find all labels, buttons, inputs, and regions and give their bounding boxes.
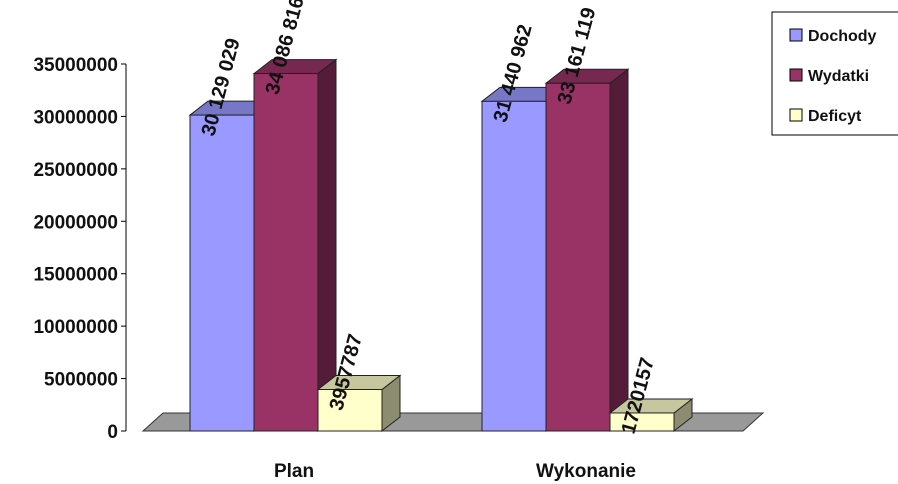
legend-item-dochody: Dochody (789, 28, 877, 45)
y-tick-label: 0 (107, 422, 118, 443)
bar-wydatki-plan (252, 58, 338, 433)
y-axis: 0 5000000 10000000 15000000 20000000 25000000… (33, 55, 127, 443)
bar-deficyt-wykonanie (608, 397, 694, 433)
bar-front (481, 100, 547, 432)
bar-wydatki-wykonanie (544, 68, 630, 433)
bar-deficyt-plan (316, 374, 402, 433)
bar-side (609, 68, 629, 433)
legend-label-wydatki: Wydatki (808, 68, 869, 85)
bar-front (317, 388, 383, 432)
bar-front (253, 73, 319, 432)
bar-front (609, 412, 675, 432)
bars (188, 58, 694, 433)
legend-swatch-deficyt (789, 108, 803, 122)
legend-swatch-dochody (789, 28, 803, 42)
legend-item-wydatki: Wydatki (789, 68, 869, 85)
y-tick-label: 15000000 (33, 265, 118, 286)
y-tick-label: 5000000 (44, 370, 118, 391)
bar-front (545, 82, 611, 432)
legend-label-deficyt: Deficyt (808, 108, 862, 125)
legend-item-deficyt: Deficyt (789, 108, 862, 125)
legend-label-dochody: Dochody (808, 28, 877, 45)
bar-front (189, 114, 255, 432)
x-axis: Plan Wykonanie (274, 461, 636, 482)
legend-swatch-wydatki (789, 68, 803, 82)
y-tick-label: 25000000 (33, 160, 118, 181)
y-tick-label: 20000000 (33, 212, 118, 233)
y-tick-label: 10000000 (33, 317, 118, 338)
x-category-label: Plan (274, 461, 314, 482)
y-tick-label: 35000000 (33, 55, 118, 76)
legend: Dochody Wydatki Deficyt (771, 11, 898, 136)
x-category-label: Wykonanie (536, 461, 636, 482)
y-tick-label: 30000000 (33, 107, 118, 128)
